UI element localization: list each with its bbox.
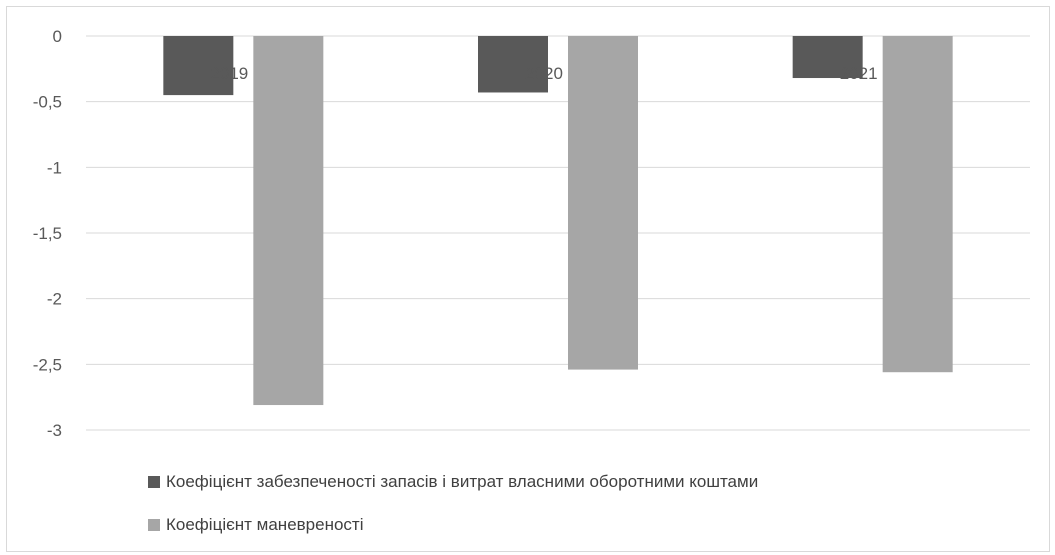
y-tick-label: -1,5 <box>33 224 62 243</box>
legend-label-series-2: Коефіцієнт маневреності <box>166 515 364 534</box>
y-tick-label: 0 <box>53 27 62 46</box>
bar-series-2-2020 <box>568 36 638 370</box>
category-label: 2020 <box>525 64 563 83</box>
bar-series-2-2021 <box>882 36 953 373</box>
bars <box>163 36 953 406</box>
category-label: 2019 <box>210 64 248 83</box>
legend-swatch-series-2 <box>148 519 160 531</box>
chart-frame <box>6 6 1050 552</box>
y-tick-label: -2 <box>47 290 62 309</box>
bar-series-1-2019 <box>163 36 234 96</box>
y-tick-label: -2,5 <box>33 355 62 374</box>
legend-item-series-2: Коефіцієнт маневреності <box>148 515 364 535</box>
y-tick-label: -1 <box>47 158 62 177</box>
category-labels: 2019 2020 2021 <box>210 64 877 83</box>
bar-series-1-2020 <box>478 36 548 93</box>
legend-swatch-series-1 <box>148 476 160 488</box>
legend-item-series-1: Коефіцієнт забезпеченості запасів і витр… <box>148 472 758 492</box>
legend-label-series-1: Коефіцієнт забезпеченості запасів і витр… <box>166 472 759 491</box>
bar-series-2-2019 <box>253 36 324 406</box>
y-tick-label: -0,5 <box>33 93 62 112</box>
gridlines <box>86 35 1030 431</box>
y-tick-label: -3 <box>47 421 62 440</box>
y-axis-ticks: 0 -0,5 -1 -1,5 -2 -2,5 -3 <box>33 27 62 440</box>
bar-series-1-2021 <box>792 36 863 79</box>
category-label: 2021 <box>840 64 878 83</box>
